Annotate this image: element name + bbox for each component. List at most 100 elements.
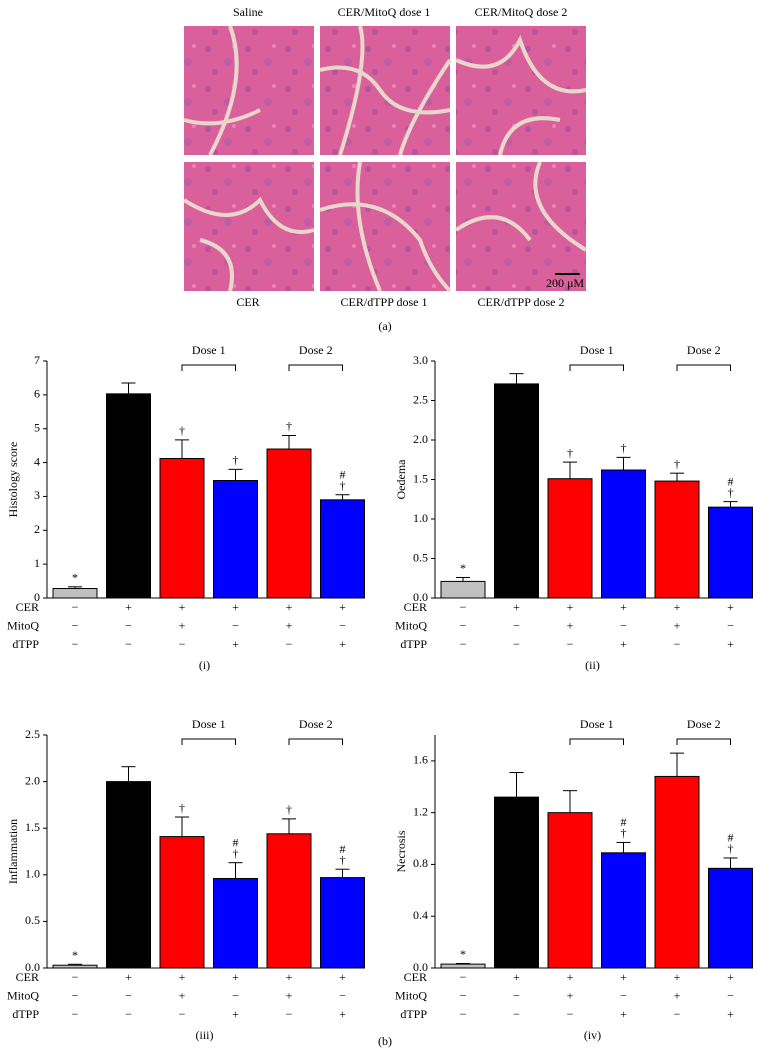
condition-sign: − bbox=[460, 618, 467, 632]
dose-label: Dose 2 bbox=[687, 343, 721, 357]
condition-sign: + bbox=[567, 988, 574, 1002]
y-tick-label: 1.0 bbox=[413, 511, 428, 525]
condition-sign: − bbox=[460, 637, 467, 651]
dose-label: Dose 2 bbox=[299, 343, 333, 357]
bar bbox=[52, 588, 98, 599]
condition-sign: − bbox=[125, 1007, 132, 1021]
significance-mark: † bbox=[286, 803, 292, 817]
dose-bracket bbox=[288, 738, 343, 745]
bar bbox=[159, 458, 205, 599]
significance-mark: # bbox=[340, 467, 346, 481]
y-tick-label: 1.5 bbox=[413, 471, 428, 485]
histology-panel: Saline CER/MitoQ dose 1 CER/MitoQ dose 2… bbox=[182, 5, 588, 333]
significance-mark: † bbox=[567, 446, 573, 460]
y-tick-label: 5 bbox=[34, 420, 40, 434]
panel-label: (ii) bbox=[585, 658, 600, 672]
condition-sign: + bbox=[179, 600, 186, 614]
condition-sign: + bbox=[339, 970, 346, 984]
condition-sign: − bbox=[674, 1007, 681, 1021]
condition-sign: − bbox=[339, 988, 346, 1002]
condition-sign: + bbox=[727, 600, 734, 614]
significance-mark: # bbox=[233, 835, 239, 849]
condition-sign: − bbox=[727, 988, 734, 1002]
bar bbox=[440, 963, 486, 969]
condition-sign: − bbox=[286, 637, 293, 651]
significance-mark: # bbox=[340, 842, 346, 856]
dose-bracket bbox=[288, 364, 343, 371]
significance-mark: † bbox=[340, 478, 346, 492]
condition-sign: + bbox=[727, 970, 734, 984]
condition-name: CER bbox=[404, 970, 427, 984]
condition-sign: + bbox=[286, 970, 293, 984]
y-tick-label: 7 bbox=[34, 353, 40, 367]
y-tick-label: 0.0 bbox=[25, 960, 40, 974]
significance-mark: † bbox=[179, 424, 185, 438]
y-tick-label: 0.0 bbox=[413, 960, 428, 974]
significance-mark: † bbox=[621, 826, 627, 840]
condition-sign: − bbox=[460, 988, 467, 1002]
condition-sign: + bbox=[620, 970, 627, 984]
y-tick-label: 1 bbox=[34, 556, 40, 570]
condition-sign: − bbox=[72, 600, 79, 614]
y-tick-label: 0.8 bbox=[413, 856, 428, 870]
bar bbox=[547, 812, 593, 969]
significance-mark: † bbox=[233, 453, 239, 467]
dose-bracket bbox=[676, 364, 731, 371]
condition-sign: + bbox=[674, 618, 681, 632]
significance-mark: * bbox=[72, 948, 78, 962]
condition-sign: + bbox=[567, 600, 574, 614]
condition-sign: + bbox=[232, 637, 239, 651]
condition-sign: + bbox=[620, 1007, 627, 1021]
y-tick-label: 1.2 bbox=[413, 804, 428, 818]
bar bbox=[266, 448, 312, 599]
condition-sign: − bbox=[125, 988, 132, 1002]
condition-sign: + bbox=[567, 618, 574, 632]
image-label: Saline bbox=[233, 5, 263, 19]
significance-mark: † bbox=[233, 846, 239, 860]
y-tick-label: 0.5 bbox=[25, 913, 40, 927]
tissue-septa bbox=[182, 25, 588, 293]
condition-sign: + bbox=[674, 988, 681, 1002]
condition-sign: − bbox=[339, 618, 346, 632]
dose-label: Dose 2 bbox=[299, 717, 333, 731]
condition-sign: + bbox=[567, 970, 574, 984]
y-tick-label: 2.5 bbox=[413, 392, 428, 406]
significance-mark: † bbox=[728, 485, 734, 499]
condition-sign: − bbox=[513, 637, 520, 651]
condition-name: CER bbox=[16, 970, 39, 984]
condition-sign: − bbox=[72, 1007, 79, 1021]
bar bbox=[440, 580, 486, 599]
y-tick-label: 2.0 bbox=[413, 432, 428, 446]
bar bbox=[654, 480, 700, 599]
bar bbox=[213, 878, 258, 969]
bar bbox=[601, 469, 646, 599]
condition-name: CER bbox=[404, 600, 427, 614]
significance-mark: # bbox=[728, 831, 734, 845]
condition-name: MitoQ bbox=[395, 618, 427, 632]
condition-sign: + bbox=[727, 1007, 734, 1021]
condition-sign: + bbox=[179, 618, 186, 632]
condition-sign: − bbox=[232, 988, 239, 1002]
y-axis-label: Inflammation bbox=[6, 819, 20, 884]
bar bbox=[654, 775, 700, 969]
dose-bracket bbox=[569, 738, 624, 745]
condition-name: dTPP bbox=[12, 1007, 39, 1021]
histology-image bbox=[320, 162, 450, 291]
image-label: CER/MitoQ dose 1 bbox=[338, 5, 431, 19]
dose-bracket bbox=[181, 364, 236, 371]
condition-sign: − bbox=[460, 1007, 467, 1021]
condition-sign: + bbox=[232, 600, 239, 614]
significance-mark: † bbox=[286, 419, 292, 433]
condition-sign: + bbox=[286, 618, 293, 632]
y-tick-label: 0.4 bbox=[413, 908, 428, 922]
dose-bracket bbox=[676, 738, 731, 745]
condition-sign: + bbox=[620, 600, 627, 614]
y-axis-label: Necrosis bbox=[394, 830, 408, 872]
dose-label: Dose 1 bbox=[580, 343, 614, 357]
condition-sign: + bbox=[286, 600, 293, 614]
condition-name: CER bbox=[16, 600, 39, 614]
significance-mark: * bbox=[460, 947, 466, 961]
condition-sign: − bbox=[72, 618, 79, 632]
significance-mark: # bbox=[728, 474, 734, 488]
condition-name: MitoQ bbox=[7, 618, 39, 632]
